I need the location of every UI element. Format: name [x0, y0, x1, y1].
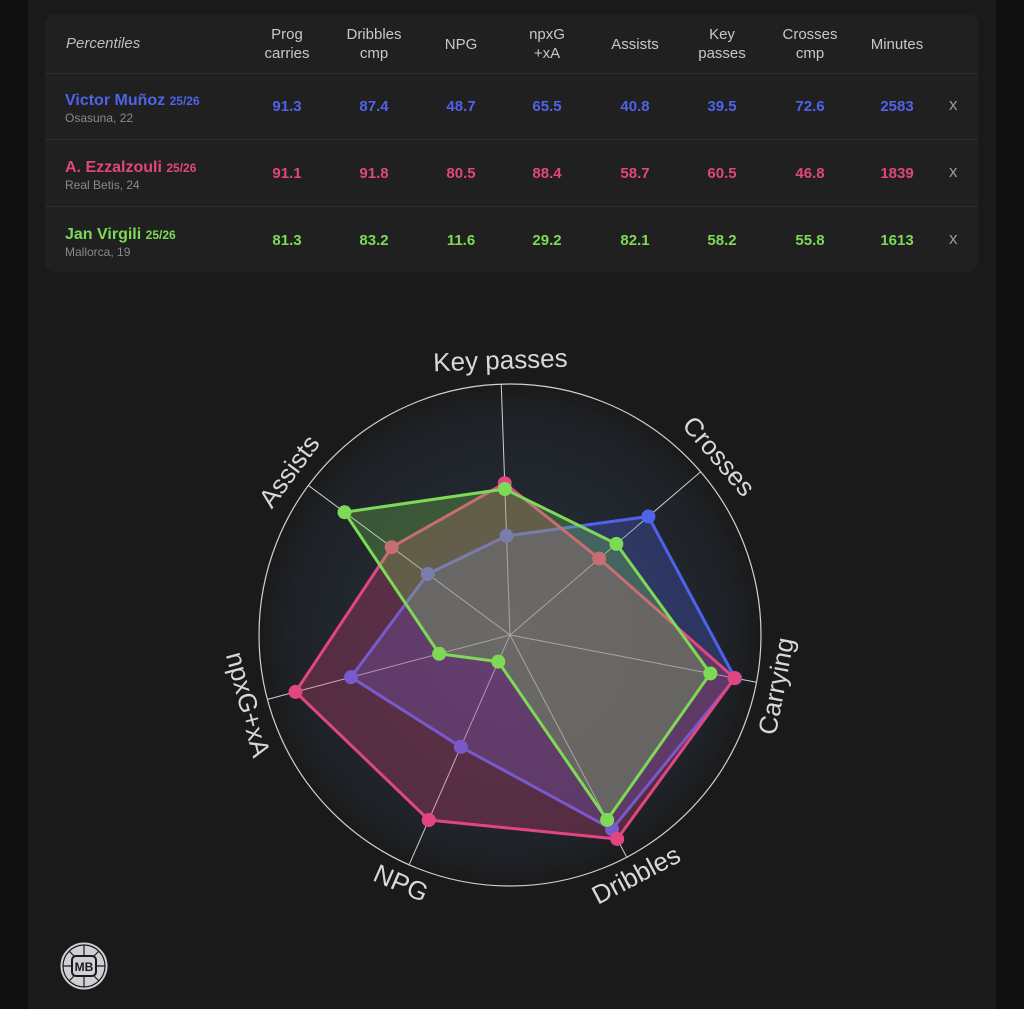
stat-value: 88.4 — [532, 165, 562, 182]
column-header-line2: cmp — [359, 45, 389, 62]
remove-player-button[interactable]: x — [949, 162, 958, 181]
radar-data-point — [337, 505, 352, 520]
column-header[interactable]: Assists — [611, 35, 659, 54]
player-name[interactable]: Jan Virgili 25/26 — [65, 226, 176, 244]
column-header-line1: Crosses — [782, 26, 838, 43]
radar-axis-line — [500, 384, 511, 636]
radar-series-area — [294, 481, 737, 841]
column-header[interactable]: Prog carries — [264, 25, 309, 63]
column-header-line2: passes — [698, 45, 746, 62]
stat-value: 81.3 — [272, 232, 302, 249]
stat-value: 80.5 — [446, 165, 476, 182]
stat-value: 2583 — [880, 98, 914, 115]
player-name[interactable]: A. Ezzalzouli 25/26 — [65, 159, 196, 177]
stat-value: 83.2 — [359, 232, 389, 249]
column-header-line1: Dribbles — [346, 26, 402, 43]
player-name[interactable]: Victor Muñoz 25/26 — [65, 92, 200, 110]
stat-value: 91.3 — [272, 98, 302, 115]
radar-data-point — [592, 551, 607, 566]
player-name-text: Jan Virgili — [65, 226, 142, 243]
radar-data-point — [609, 536, 624, 551]
stat-value: 72.6 — [795, 98, 825, 115]
stat-value: 58.7 — [620, 165, 650, 182]
column-header-line1: Prog — [271, 26, 303, 43]
radar-axis-line — [509, 471, 701, 636]
stat-value: 87.4 — [359, 98, 389, 115]
column-header[interactable]: Crosses cmp — [782, 25, 837, 63]
radar-data-point — [600, 812, 615, 827]
stat-value: 40.8 — [620, 98, 650, 115]
column-header-line1: NPG — [444, 36, 478, 53]
radar-data-point — [497, 482, 512, 497]
radar-data-point — [499, 528, 514, 543]
stat-value: 91.1 — [272, 165, 302, 182]
radar-data-point — [344, 670, 359, 685]
player-season: 25/26 — [145, 228, 176, 242]
radar-data-point — [641, 509, 656, 524]
column-header-line2: cmp — [795, 45, 825, 62]
player-row: Jan Virgili 25/26 Mallorca, 19 81.3 83.2 11… — [45, 207, 978, 273]
svg-text:MB: MB — [75, 960, 94, 974]
player-row: A. Ezzalzouli 25/26 Real Betis, 24 91.1 91… — [45, 140, 978, 207]
column-header[interactable]: NPG — [445, 35, 478, 54]
stat-value: 48.7 — [446, 98, 476, 115]
table-title: Percentiles — [66, 35, 141, 52]
stat-value: 46.8 — [795, 165, 825, 182]
radar-series-area — [343, 487, 712, 822]
percentiles-table: Percentiles Prog carries Dribbles cmp NPG npx… — [45, 14, 978, 272]
stat-value: 1613 — [880, 232, 914, 249]
player-club: Real Betis, 24 — [65, 178, 140, 192]
radar-data-point — [384, 540, 399, 555]
stat-value: 82.1 — [620, 232, 650, 249]
radar-axis-label: Key passes — [433, 343, 568, 378]
mb-logo: MB — [58, 940, 110, 997]
radar-data-point — [610, 831, 625, 846]
radar-data-point — [288, 684, 303, 699]
radar-axis-line — [267, 634, 511, 700]
stat-value: 55.8 — [795, 232, 825, 249]
stat-value: 39.5 — [707, 98, 737, 115]
column-header-line1: npxG — [529, 26, 565, 43]
column-header-line1: Key — [709, 26, 735, 43]
column-header[interactable]: npxG +xA — [529, 25, 565, 63]
player-season: 25/26 — [169, 94, 200, 108]
radar-data-point — [421, 812, 436, 827]
column-header-line2: +xA — [533, 45, 561, 62]
column-header-line2: carries — [264, 45, 310, 62]
column-header[interactable]: Dribbles cmp — [346, 25, 401, 63]
radar-data-point — [727, 671, 742, 686]
stat-value: 58.2 — [707, 232, 737, 249]
column-header[interactable]: Minutes — [871, 35, 924, 54]
table-header: Percentiles Prog carries Dribbles cmp NPG npx… — [45, 14, 978, 74]
stat-value: 1839 — [880, 165, 914, 182]
column-header[interactable]: Key passes — [698, 25, 746, 63]
player-name-text: Victor Muñoz — [65, 92, 166, 109]
remove-player-button[interactable]: x — [949, 229, 958, 248]
stat-value: 65.5 — [532, 98, 562, 115]
column-header-line1: Assists — [611, 36, 659, 53]
player-row: Victor Muñoz 25/26 Osasuna, 22 91.3 87.4 48… — [45, 73, 978, 140]
stat-value: 91.8 — [359, 165, 389, 182]
remove-player-button[interactable]: x — [949, 95, 958, 114]
stat-value: 29.2 — [532, 232, 562, 249]
stat-value: 60.5 — [707, 165, 737, 182]
player-name-text: A. Ezzalzouli — [65, 159, 162, 176]
stat-value: 11.6 — [446, 232, 476, 249]
radar-data-point — [491, 654, 506, 669]
radar-data-point — [453, 739, 468, 754]
column-header-line1: Minutes — [870, 36, 924, 53]
radar-data-point — [703, 666, 718, 681]
radar-data-point — [420, 566, 435, 581]
player-club: Osasuna, 22 — [65, 111, 134, 125]
radar-data-point — [432, 646, 447, 661]
player-season: 25/26 — [166, 161, 197, 175]
player-club: Mallorca, 19 — [65, 245, 131, 259]
